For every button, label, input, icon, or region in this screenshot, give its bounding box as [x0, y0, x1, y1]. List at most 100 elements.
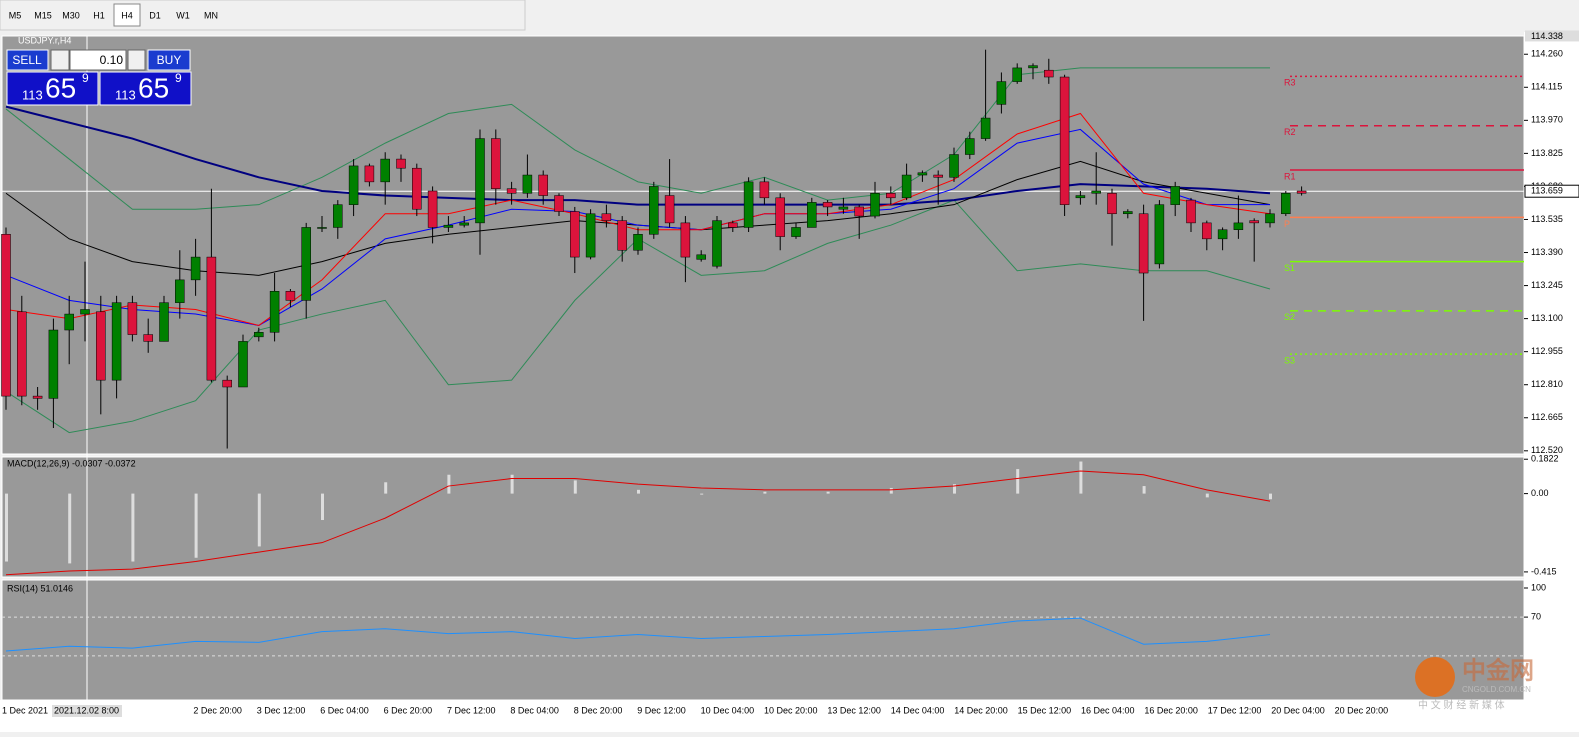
candle-body: [269, 291, 280, 333]
candle-body: [380, 158, 390, 183]
macd-bar: [68, 493, 72, 564]
macd-bar: [257, 493, 261, 547]
timeframe-button[interactable]: [113, 3, 141, 27]
candle-body: [901, 174, 912, 199]
timeframe-button[interactable]: [58, 4, 84, 26]
timeframe-label[interactable]: M15: [34, 10, 52, 20]
time-label: 14 Dec 04:00: [891, 705, 945, 715]
price-tick-label: 113.825: [1531, 148, 1563, 158]
macd-bar: [889, 487, 893, 494]
price-tick-label: 113.100: [1531, 313, 1563, 323]
timeframe-button[interactable]: [30, 4, 56, 26]
timeframe-label[interactable]: M5: [9, 10, 22, 20]
candle-body: [728, 222, 738, 228]
timeframe-button[interactable]: [170, 4, 196, 26]
macd-bar: [700, 493, 704, 495]
current-price-label: 113.659: [1531, 186, 1563, 196]
macd-bar: [321, 493, 324, 521]
pivot-label: R1: [1284, 171, 1296, 181]
macd-tick-label: 0.00: [1531, 488, 1549, 498]
pivot-label: R3: [1284, 78, 1296, 88]
candle-body: [886, 193, 896, 199]
time-label: 17 Dec 12:00: [1208, 705, 1262, 715]
candle-body: [1091, 190, 1101, 194]
macd-bar: [1142, 486, 1146, 494]
candle-body: [127, 302, 138, 335]
candle-body: [601, 213, 612, 221]
candle-body: [949, 154, 959, 178]
macd-panel: [1, 456, 1525, 578]
top-price-box: [1525, 30, 1579, 42]
timeframe-button[interactable]: [142, 4, 168, 26]
sell-price-big: 113: [22, 87, 43, 102]
lot-up[interactable]: [127, 49, 146, 71]
candle-body: [1233, 222, 1244, 230]
candle-body: [364, 165, 375, 183]
candle-body: [96, 311, 106, 381]
timeframe-label[interactable]: H1: [93, 10, 105, 20]
candle-body: [1107, 193, 1117, 215]
sell-price-box[interactable]: [6, 71, 99, 106]
candle-body: [17, 311, 27, 397]
rsi-tick-label: 70: [1531, 611, 1541, 621]
candle-body: [1296, 190, 1307, 194]
macd-bar: [194, 493, 198, 558]
candle-body: [585, 213, 596, 258]
candle-body: [617, 220, 627, 251]
candle-body: [506, 188, 517, 194]
time-label: 6 Dec 04:00: [320, 705, 369, 715]
timeframe-button[interactable]: [2, 4, 28, 26]
timeframe-label[interactable]: M30: [62, 10, 80, 20]
buy-label[interactable]: BUY: [157, 53, 182, 67]
sell-price-main: 65: [45, 72, 76, 103]
price-axis: [1524, 32, 1579, 702]
watermark-site: CNGOLD.COM.CN: [1462, 685, 1531, 694]
candle-body: [680, 222, 691, 258]
macd-bar: [447, 474, 451, 494]
price-tick-label: 112.665: [1531, 412, 1563, 422]
top-price-label: 114.338: [1531, 31, 1563, 41]
price-tick-label: 112.520: [1531, 445, 1563, 455]
sell-label[interactable]: SELL: [12, 53, 42, 67]
candle-body: [538, 174, 548, 196]
timeframe-label[interactable]: MN: [204, 10, 218, 20]
buy-button[interactable]: [147, 49, 191, 71]
time-axis: [0, 700, 1579, 732]
timeframe-label[interactable]: W1: [176, 10, 190, 20]
pivot-label: S2: [1284, 312, 1295, 322]
candle-body: [333, 204, 343, 228]
candle-body: [649, 186, 659, 235]
candle-body: [1, 234, 11, 397]
candle-body: [159, 302, 169, 342]
sell-button[interactable]: [6, 49, 49, 71]
time-label: 20 Dec 20:00: [1335, 705, 1389, 715]
price-tick-label: 112.955: [1531, 346, 1563, 356]
candle-body: [854, 206, 864, 217]
timeframe-button[interactable]: [198, 4, 224, 26]
timeframe-button[interactable]: [86, 4, 112, 26]
time-label: 15 Dec 12:00: [1018, 705, 1072, 715]
lot-value[interactable]: 0.10: [100, 53, 124, 67]
rsi-tick-label: 100: [1531, 582, 1546, 592]
candle-body: [554, 195, 564, 212]
time-label: 16 Dec 20:00: [1144, 705, 1198, 715]
price-tick-label: 112.810: [1531, 379, 1563, 389]
current-price-box: [1524, 184, 1579, 198]
candle-body: [759, 181, 770, 199]
candle-body: [870, 193, 880, 217]
lot-field[interactable]: [69, 49, 127, 71]
candle-body: [285, 291, 296, 301]
lot-down[interactable]: [50, 49, 70, 71]
candle-body: [427, 190, 438, 228]
buy-price-box[interactable]: [99, 71, 192, 106]
timeframe-label[interactable]: H4: [121, 10, 133, 20]
timeframe-label[interactable]: D1: [149, 10, 161, 20]
buy-price-pip: 9: [175, 71, 182, 85]
candle-body: [301, 227, 311, 301]
candle-body: [459, 222, 469, 226]
candle-body: [348, 165, 359, 205]
time-label: 14 Dec 20:00: [954, 705, 1008, 715]
candle-body: [396, 158, 406, 169]
candle-body: [222, 379, 232, 388]
